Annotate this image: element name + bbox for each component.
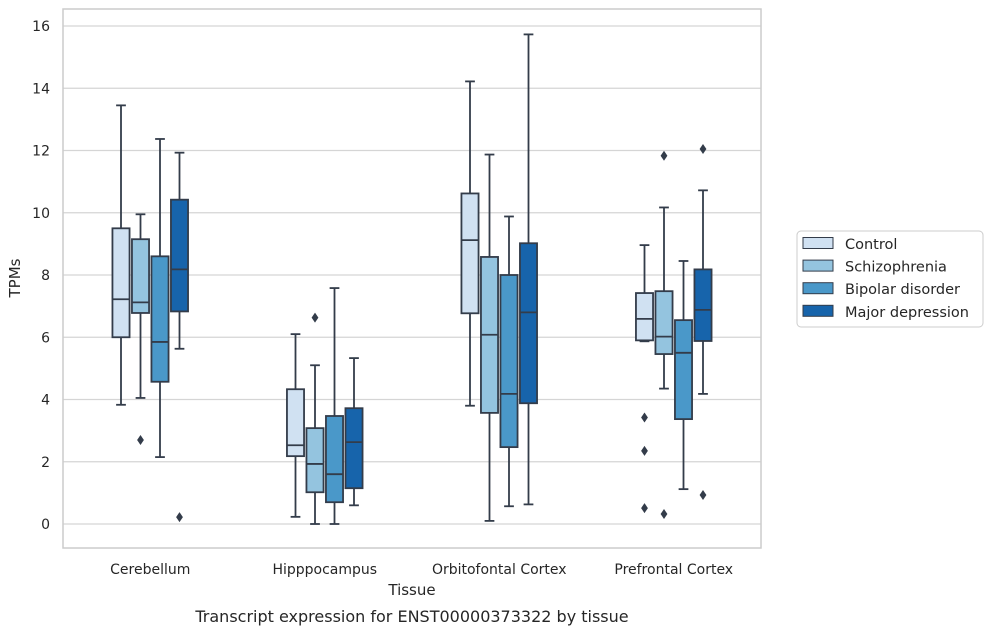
- chart-caption: Transcript expression for ENST0000037332…: [194, 607, 628, 626]
- box-iqr: [111, 227, 131, 339]
- box: [519, 33, 538, 506]
- x-axis-label: Tissue: [387, 581, 435, 599]
- outlier-point: [641, 412, 648, 423]
- legend-swatch: [802, 304, 834, 317]
- box: [170, 151, 189, 523]
- box-iqr: [325, 415, 344, 504]
- outlier-point: [311, 312, 319, 323]
- y-tick-label: 0: [41, 517, 50, 533]
- box-iqr: [344, 407, 364, 490]
- y-tick-label: 6: [41, 330, 50, 346]
- outlier-point: [660, 509, 668, 520]
- legend: Control Schizophrenia Bipolar disorder Majo…: [796, 230, 984, 328]
- legend-label: Control: [845, 237, 897, 253]
- boxes: [111, 33, 713, 525]
- x-tick-label: Cerebellum: [110, 562, 190, 578]
- box-iqr: [674, 319, 693, 421]
- box: [286, 333, 305, 518]
- box: [635, 244, 654, 514]
- outlier-point: [137, 434, 144, 445]
- box-iqr: [693, 268, 713, 342]
- outlier-point: [641, 445, 648, 456]
- outlier-point: [699, 490, 707, 501]
- box: [150, 138, 170, 458]
- box-iqr: [654, 290, 674, 355]
- box-iqr: [460, 192, 480, 315]
- box-iqr: [131, 238, 150, 314]
- y-tick-label: 4: [41, 393, 50, 409]
- outlier-point: [699, 143, 707, 154]
- x-ticks: Cerebellum Hipppocampus Orbitofontal Corte…: [110, 562, 733, 578]
- y-tick-label: 12: [32, 144, 50, 160]
- box-iqr: [170, 198, 189, 313]
- box: [344, 357, 364, 507]
- x-tick-label: Prefrontal Cortex: [614, 562, 733, 578]
- y-tick-label: 10: [32, 206, 50, 222]
- y-tick-label: 2: [41, 455, 50, 471]
- outlier-point: [176, 512, 183, 523]
- box-iqr: [519, 242, 538, 405]
- outlier-point: [641, 503, 648, 514]
- y-ticks: 0 2 4 6 8 10 12 14 16: [32, 19, 50, 533]
- plot-frame: [62, 8, 762, 549]
- y-tick-label: 14: [32, 81, 50, 97]
- box: [499, 215, 519, 508]
- legend-label: Bipolar disorder: [845, 282, 960, 298]
- box: [131, 213, 150, 445]
- box: [460, 80, 480, 407]
- box-iqr: [305, 427, 325, 494]
- legend-label: Major depression: [845, 305, 969, 321]
- x-tick-label: Orbitofontal Cortex: [432, 562, 567, 578]
- legend-swatch: [802, 259, 834, 272]
- box: [674, 260, 693, 491]
- x-tick-label: Hipppocampus: [272, 562, 377, 578]
- legend-swatch: [802, 282, 834, 295]
- box: [111, 104, 131, 406]
- legend-label: Schizophrenia: [845, 260, 947, 276]
- outlier-point: [660, 150, 668, 161]
- legend-frame: [796, 230, 984, 328]
- box-iqr: [286, 388, 305, 458]
- box-iqr: [635, 292, 654, 342]
- y-tick-label: 8: [41, 268, 50, 284]
- y-axis-label: TPMs: [6, 258, 24, 298]
- box: [325, 287, 344, 525]
- box: [305, 312, 325, 525]
- legend-swatch: [802, 237, 834, 249]
- box-iqr: [499, 274, 519, 449]
- box-iqr: [150, 255, 170, 383]
- box: [693, 143, 713, 501]
- box: [480, 153, 499, 522]
- y-tick-label: 16: [32, 19, 50, 35]
- box: [654, 150, 674, 520]
